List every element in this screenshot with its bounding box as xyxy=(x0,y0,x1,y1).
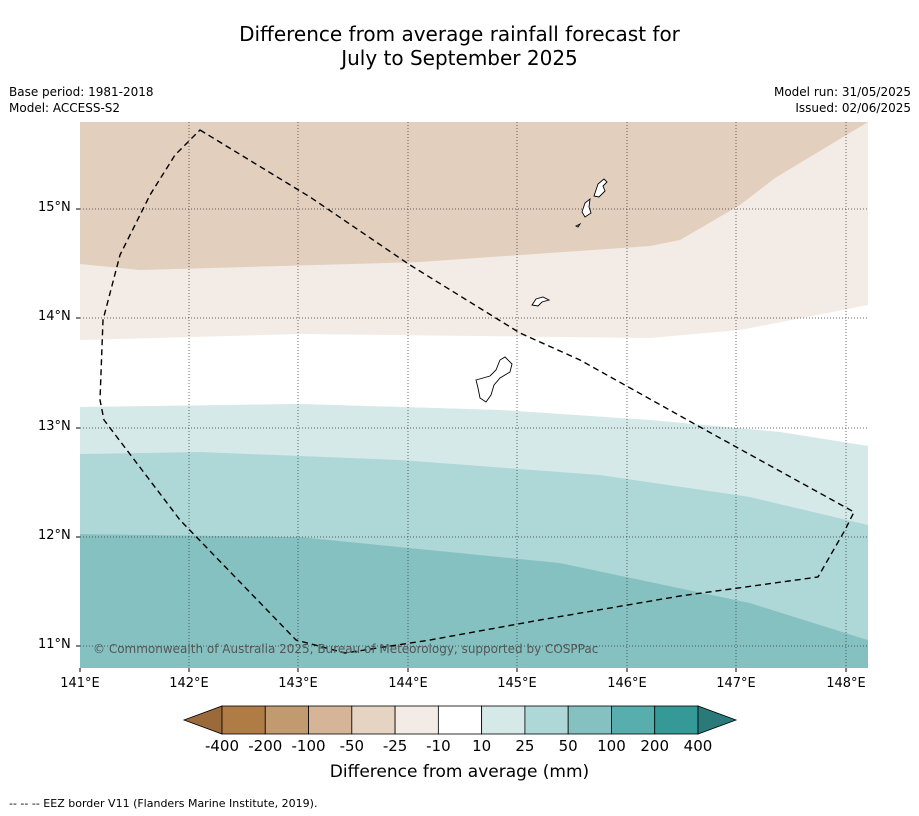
colorbar-swatch xyxy=(654,705,699,735)
colorbar-tick-label: 50 xyxy=(558,737,578,755)
colorbar-tick-label: -10 xyxy=(426,737,451,755)
lat-label: 14°N xyxy=(38,309,71,324)
map-title: Difference from average rainfall forecas… xyxy=(0,22,919,70)
colorbar-tick-label: 100 xyxy=(597,737,626,755)
band-dark-teal xyxy=(80,534,868,668)
island-saipan xyxy=(593,178,608,198)
band-light-teal xyxy=(80,404,868,525)
colorbar-title: Difference from average (mm) xyxy=(329,762,590,782)
colorbar-arrow-low xyxy=(182,705,223,735)
island-tinian xyxy=(581,197,592,218)
colorbar-tick-label: -25 xyxy=(382,737,408,755)
colorbar-arrow-high xyxy=(697,705,738,735)
colorbar-swatch xyxy=(567,705,612,735)
colorbar-swatch xyxy=(221,705,266,735)
lon-label: 145°E xyxy=(497,676,537,691)
lon-label: 147°E xyxy=(716,676,756,691)
meta-left: Base period: 1981-2018 Model: ACCESS-S2 xyxy=(9,84,154,116)
lon-label: 143°E xyxy=(278,676,318,691)
meta-right: Model run: 31/05/2025 Issued: 02/06/2025 xyxy=(774,84,911,116)
colorbar-tick-label: -200 xyxy=(248,737,283,755)
colorbar-tick-label: -100 xyxy=(291,737,326,755)
colorbar-tick-label: 200 xyxy=(640,737,670,755)
colorbar-swatch xyxy=(264,705,309,735)
band-tan xyxy=(80,122,868,270)
colorbar-swatch xyxy=(351,705,396,735)
base-period: Base period: 1981-2018 xyxy=(9,85,154,99)
colorbar-tick-label: 400 xyxy=(683,737,713,755)
title-line-2: July to September 2025 xyxy=(341,46,578,70)
colorbar xyxy=(182,705,738,735)
copyright-text: © Commonwealth of Australia 2025, Bureau… xyxy=(93,642,599,656)
island-guam xyxy=(475,356,513,403)
band-white xyxy=(80,305,868,446)
graticule xyxy=(80,122,868,668)
colorbar-swatch xyxy=(394,705,439,735)
island-aguijan xyxy=(574,222,582,228)
model-run: Model run: 31/05/2025 xyxy=(773,85,911,99)
lon-label: 148°E xyxy=(826,676,866,691)
lon-label: 146°E xyxy=(607,676,647,691)
eez-legend: -- -- -- EEZ border V11 (Flanders Marine… xyxy=(9,797,318,810)
lat-label: 12°N xyxy=(38,528,71,543)
lat-label: 13°N xyxy=(38,419,71,434)
colorbar-swatch xyxy=(481,705,526,735)
colorbar-tick-label: -50 xyxy=(339,737,365,755)
eez-border xyxy=(99,129,855,654)
map-area xyxy=(80,122,868,668)
colorbar-tick-label: -400 xyxy=(204,737,240,755)
colorbar-swatch xyxy=(611,705,656,735)
lat-label: 11°N xyxy=(38,637,71,652)
colorbar-swatch xyxy=(308,705,353,735)
lon-label: 142°E xyxy=(169,676,209,691)
colorbar-tick-label: 25 xyxy=(515,737,535,755)
colorbar-swatch xyxy=(524,705,569,735)
lon-label: 144°E xyxy=(388,676,428,691)
title-line-1: Difference from average rainfall forecas… xyxy=(239,22,680,46)
lon-label: 141°E xyxy=(60,676,100,691)
colorbar-tick-label: 10 xyxy=(472,737,492,755)
axis-ticks xyxy=(76,208,847,672)
issued-date: Issued: 02/06/2025 xyxy=(795,101,911,115)
model-name: Model: ACCESS-S2 xyxy=(9,101,121,115)
islands xyxy=(475,178,608,403)
island-rota xyxy=(531,296,551,307)
colorbar-swatch xyxy=(437,705,483,735)
band-teal xyxy=(80,452,868,640)
lat-label: 15°N xyxy=(38,200,71,215)
